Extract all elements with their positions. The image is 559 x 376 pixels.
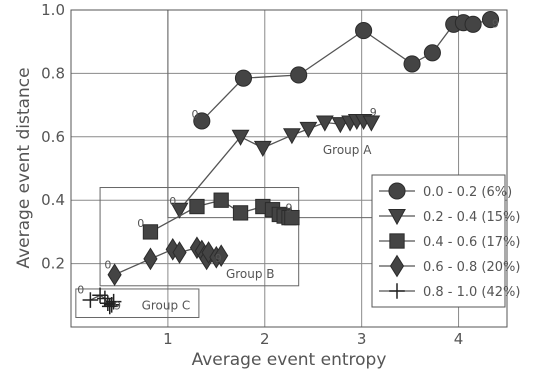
legend-label: 0.0 - 0.2 (6%) — [423, 185, 512, 200]
circle-marker — [388, 182, 406, 200]
circle-marker — [403, 55, 421, 73]
legend: 0.0 - 0.2 (6%) 0.2 - 0.4 (15%) 0.4 - 0.6 (… — [371, 174, 520, 308]
triangle-marker — [170, 202, 189, 219]
diamond-marker — [143, 247, 158, 271]
y-tick-label: 0.2 — [41, 255, 65, 273]
series-2 — [142, 192, 300, 240]
point-label: 0 — [169, 195, 176, 208]
triangle-marker — [231, 129, 250, 146]
triangle-marker — [315, 115, 334, 132]
diamond-marker — [107, 263, 122, 287]
x-tick-label: 2 — [260, 330, 270, 348]
square-marker — [232, 205, 249, 221]
group-label: Group C — [142, 299, 191, 313]
circle-marker — [193, 112, 211, 130]
legend-item: 0.4 - 0.6 (17%) — [379, 233, 520, 250]
point-label: 0 — [77, 284, 84, 297]
series-1 — [170, 113, 381, 219]
circle-marker — [481, 10, 500, 29]
diamond-marker — [172, 241, 187, 264]
plot-frame — [70, 9, 508, 328]
legend-item: 0.2 - 0.4 (15%) — [379, 209, 520, 226]
series-0 — [193, 10, 500, 130]
y-tick-label: 0.8 — [41, 64, 65, 82]
diamond-marker — [389, 254, 405, 278]
tick-labels: 1 2 3 4 0.2 0.4 0.6 0.8 1.0 — [41, 1, 463, 348]
plus-marker — [82, 292, 99, 308]
y-tick-label: 1.0 — [41, 1, 65, 19]
triangle-marker — [299, 121, 318, 138]
square-marker — [142, 224, 159, 240]
circle-marker — [423, 44, 441, 62]
triangle-marker — [362, 115, 381, 132]
point-labels: 0 9 0 9 0 9 0 9 0 9 — [77, 17, 499, 312]
point-label: 9 — [114, 300, 121, 313]
diamond-marker — [214, 244, 229, 268]
circle-marker — [290, 66, 308, 84]
series-3 — [107, 236, 229, 287]
legend-label: 0.2 - 0.4 (15%) — [423, 210, 520, 225]
circle-marker — [234, 69, 253, 87]
group-label: Group B — [226, 267, 275, 281]
legend-item: 0.8 - 1.0 (42%) — [379, 283, 520, 300]
square-marker — [284, 209, 300, 226]
legend-label: 0.4 - 0.6 (17%) — [423, 235, 520, 250]
circle-marker — [355, 22, 373, 40]
y-tick-label: 0.4 — [41, 191, 65, 209]
square-marker — [189, 198, 205, 215]
x-tick-label: 1 — [163, 330, 173, 348]
legend-item: 0.6 - 0.8 (20%) — [379, 254, 520, 278]
x-axis-label: Average event entropy — [192, 350, 387, 370]
point-label: 9 — [286, 201, 293, 214]
point-label: 9 — [370, 106, 377, 119]
point-label: 9 — [492, 17, 499, 30]
group-box — [75, 288, 200, 318]
group-box — [99, 187, 300, 287]
point-label: 0 — [137, 217, 144, 230]
plus-marker — [103, 297, 120, 313]
legend-item: 0.0 - 0.2 (6%) — [379, 182, 512, 200]
plus-marker — [389, 283, 405, 299]
y-axis-label: Average event distance — [14, 67, 34, 268]
point-label: 9 — [215, 252, 222, 265]
y-tick-label: 0.6 — [41, 128, 65, 146]
triangle-marker — [253, 140, 272, 157]
triangle-marker — [282, 128, 301, 145]
series-line — [179, 120, 372, 211]
square-marker — [213, 192, 229, 208]
group-label: Group A — [323, 143, 372, 157]
point-label: 0 — [192, 108, 199, 121]
legend-label: 0.6 - 0.8 (20%) — [423, 260, 520, 275]
circle-marker — [464, 15, 482, 33]
plus-marker — [105, 293, 122, 310]
series-4 — [82, 287, 122, 315]
series-layer — [82, 10, 500, 315]
point-label: 0 — [104, 258, 111, 271]
square-marker — [389, 233, 405, 249]
triangle-marker — [388, 209, 406, 226]
x-tick-label: 4 — [454, 330, 464, 348]
legend-label: 0.8 - 1.0 (42%) — [423, 285, 520, 300]
x-tick-label: 3 — [357, 330, 367, 348]
